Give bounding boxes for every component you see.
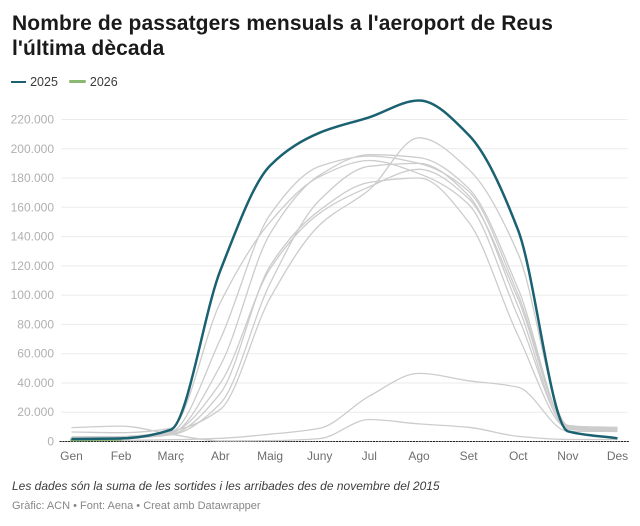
svg-text:Juny: Juny [307,449,332,463]
svg-text:Nov: Nov [557,449,578,463]
svg-text:120.000: 120.000 [11,259,55,273]
svg-text:Des: Des [607,449,628,463]
svg-text:60.000: 60.000 [17,347,54,361]
svg-text:Maig: Maig [257,449,283,463]
svg-text:Oct: Oct [509,449,528,463]
svg-text:20.000: 20.000 [17,405,54,419]
svg-text:Març: Març [157,449,184,463]
svg-text:180.000: 180.000 [11,171,55,185]
svg-text:100.000: 100.000 [11,288,55,302]
svg-text:160.000: 160.000 [11,200,55,214]
svg-text:0: 0 [47,435,54,449]
svg-text:Jul: Jul [362,449,377,463]
svg-text:Set: Set [460,449,479,463]
svg-text:80.000: 80.000 [17,317,54,331]
svg-text:40.000: 40.000 [17,376,54,390]
svg-text:140.000: 140.000 [11,230,55,244]
svg-text:Abr: Abr [211,449,230,463]
svg-text:Ago: Ago [408,449,430,463]
svg-text:220.000: 220.000 [11,113,55,127]
svg-text:Gen: Gen [60,449,83,463]
svg-text:Feb: Feb [111,449,132,463]
svg-text:200.000: 200.000 [11,142,55,156]
